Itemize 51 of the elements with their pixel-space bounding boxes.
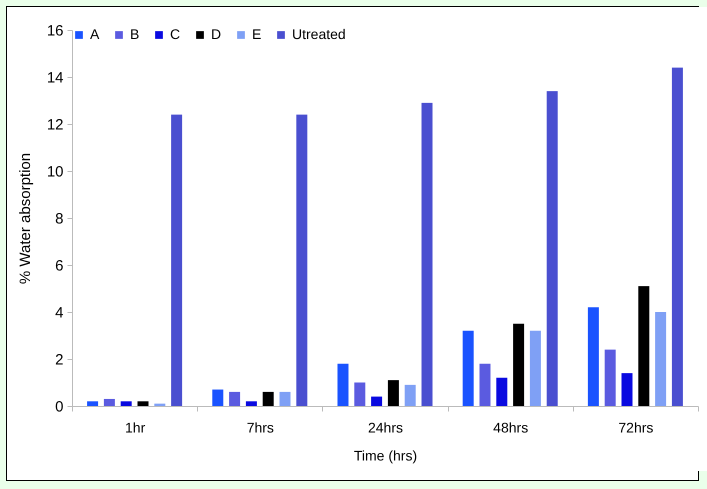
bar	[171, 114, 182, 406]
bar	[422, 102, 433, 406]
bar	[120, 401, 132, 406]
x-tick-label: 7hrs	[246, 420, 274, 436]
legend-label: B	[130, 26, 140, 42]
legend-label: E	[252, 26, 262, 42]
x-tick-label: 72hrs	[618, 420, 654, 436]
y-tick-label: 12	[46, 116, 64, 134]
bar	[388, 380, 399, 406]
bar	[371, 396, 382, 406]
legend-label: A	[90, 26, 100, 42]
bar	[246, 401, 257, 406]
bar	[672, 68, 683, 406]
y-tick-label: 0	[55, 398, 64, 416]
legend-label: Utreated	[292, 26, 346, 42]
bar	[87, 401, 98, 406]
bar	[588, 307, 599, 406]
bar	[138, 401, 149, 406]
bar	[546, 91, 558, 406]
bar	[496, 378, 508, 406]
y-tick-label: 16	[46, 22, 64, 40]
y-tick-label: 8	[55, 210, 64, 228]
bar	[354, 382, 366, 406]
bar	[513, 324, 524, 406]
bar	[104, 398, 115, 406]
x-tick-label: 24hrs	[368, 420, 404, 436]
bar	[229, 392, 240, 406]
bar	[262, 392, 274, 406]
y-axis-title: % Water absorption	[16, 152, 34, 284]
x-tick-label: 48hrs	[493, 420, 528, 436]
bar	[655, 312, 666, 406]
bar	[621, 373, 632, 406]
y-tick-label: 4	[55, 304, 64, 322]
bar	[462, 330, 474, 406]
bar	[296, 114, 308, 406]
y-tick-label: 10	[46, 164, 64, 180]
y-tick-label: 6	[55, 258, 64, 274]
bar	[404, 384, 416, 406]
bar	[479, 364, 490, 406]
bar	[280, 392, 291, 406]
x-tick-label: 1hr	[124, 420, 146, 436]
bar	[638, 286, 650, 406]
bar	[530, 330, 541, 406]
bar	[337, 364, 348, 406]
bar	[212, 390, 224, 406]
legend-label: D	[211, 26, 222, 42]
legend-label: C	[170, 26, 180, 42]
y-tick-label: 14	[46, 70, 64, 86]
bar	[604, 350, 616, 406]
x-axis-title: Time (hrs)	[354, 448, 418, 464]
y-tick-label: 2	[55, 352, 64, 368]
